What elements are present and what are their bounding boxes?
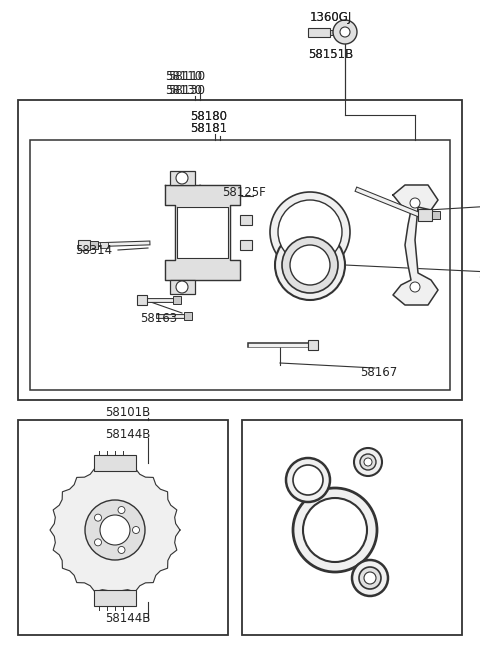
- Text: 58151B: 58151B: [308, 49, 353, 61]
- Bar: [94, 455, 136, 471]
- Polygon shape: [165, 185, 240, 280]
- Circle shape: [176, 281, 188, 293]
- Bar: [94, 590, 136, 606]
- Circle shape: [359, 567, 381, 589]
- Circle shape: [100, 515, 130, 545]
- Bar: [308, 340, 318, 350]
- Circle shape: [118, 507, 125, 513]
- Bar: [240, 215, 252, 225]
- Circle shape: [290, 245, 330, 285]
- Text: 58151B: 58151B: [308, 49, 353, 61]
- Bar: [18, 420, 228, 635]
- Bar: [137, 295, 147, 305]
- Text: 58110: 58110: [168, 70, 205, 84]
- Circle shape: [354, 448, 382, 476]
- Bar: [90, 241, 98, 249]
- Text: 58130: 58130: [165, 84, 202, 97]
- Text: 58314: 58314: [75, 243, 112, 257]
- Circle shape: [360, 454, 376, 470]
- Circle shape: [303, 498, 367, 562]
- Circle shape: [410, 282, 420, 292]
- Circle shape: [275, 230, 345, 300]
- Bar: [170, 171, 195, 185]
- Circle shape: [340, 27, 350, 37]
- Bar: [242, 420, 462, 635]
- Bar: [170, 280, 195, 294]
- Text: 58130: 58130: [168, 84, 205, 97]
- Bar: [432, 211, 440, 219]
- Circle shape: [85, 500, 145, 560]
- Text: 58101B: 58101B: [105, 407, 150, 420]
- Bar: [30, 140, 450, 390]
- Text: 58167: 58167: [360, 365, 397, 378]
- Circle shape: [95, 539, 101, 546]
- Circle shape: [333, 20, 357, 44]
- Circle shape: [282, 237, 338, 293]
- Text: 1360GJ: 1360GJ: [310, 11, 352, 24]
- Text: 58180: 58180: [190, 109, 227, 122]
- Bar: [330, 30, 336, 35]
- Text: 58112: 58112: [478, 268, 480, 280]
- Text: 58144B: 58144B: [105, 428, 150, 442]
- Circle shape: [293, 465, 323, 495]
- Text: 58110: 58110: [165, 70, 202, 84]
- Text: 58181: 58181: [190, 122, 227, 136]
- Text: 58180: 58180: [190, 109, 227, 122]
- Circle shape: [364, 572, 376, 584]
- Circle shape: [95, 514, 101, 521]
- Circle shape: [410, 198, 420, 208]
- Bar: [418, 209, 432, 221]
- Bar: [184, 312, 192, 320]
- Circle shape: [278, 200, 342, 264]
- Circle shape: [270, 192, 350, 272]
- Circle shape: [132, 526, 140, 534]
- Text: 58181: 58181: [190, 122, 227, 136]
- Bar: [100, 242, 108, 248]
- Bar: [78, 240, 90, 250]
- Circle shape: [286, 458, 330, 502]
- Circle shape: [293, 488, 377, 572]
- Circle shape: [352, 560, 388, 596]
- Circle shape: [364, 458, 372, 466]
- Bar: [240, 240, 252, 250]
- Text: 58125F: 58125F: [222, 186, 266, 199]
- Text: 58144B: 58144B: [105, 611, 150, 624]
- Text: 58163: 58163: [140, 311, 177, 324]
- Circle shape: [118, 547, 125, 553]
- Bar: [173, 296, 181, 304]
- Bar: [18, 100, 462, 400]
- Text: 1360GJ: 1360GJ: [310, 11, 352, 24]
- Circle shape: [176, 172, 188, 184]
- Polygon shape: [177, 207, 228, 258]
- Bar: [308, 28, 330, 37]
- Polygon shape: [393, 185, 438, 305]
- Polygon shape: [50, 465, 180, 595]
